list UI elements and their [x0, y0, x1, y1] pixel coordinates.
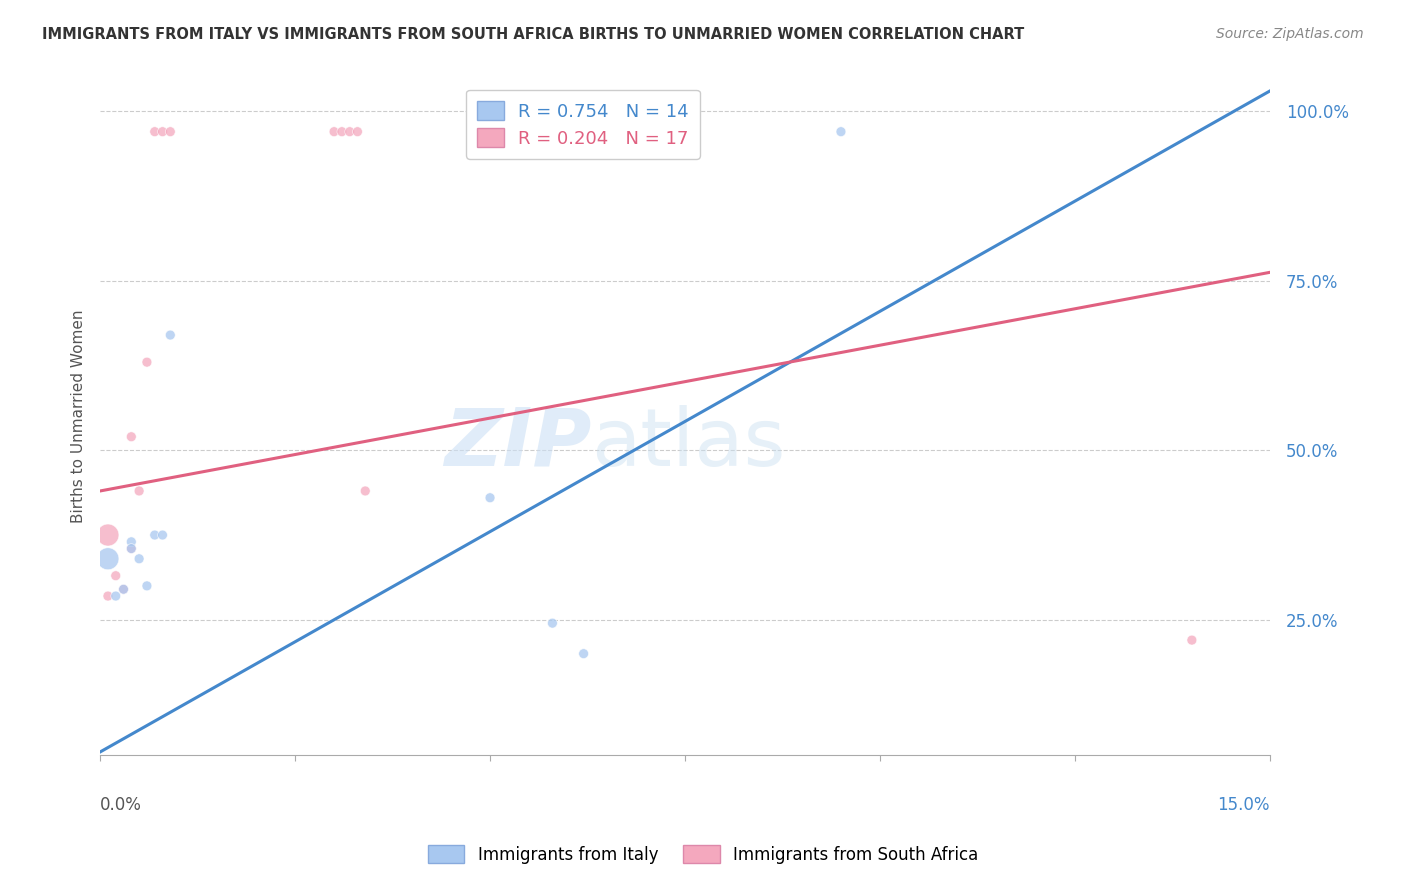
Point [143, 528, 166, 542]
Point [159, 125, 181, 139]
Point [1181, 633, 1204, 648]
Point [159, 328, 181, 343]
Point [479, 491, 502, 505]
Point [143, 125, 166, 139]
Point [323, 125, 346, 139]
Text: Source: ZipAtlas.com: Source: ZipAtlas.com [1216, 27, 1364, 41]
Point [120, 541, 142, 556]
Point [135, 579, 157, 593]
Text: 15.0%: 15.0% [1218, 796, 1270, 814]
Point [120, 534, 142, 549]
Text: ZIP: ZIP [444, 404, 592, 483]
Point [339, 125, 361, 139]
Text: atlas: atlas [592, 404, 786, 483]
Legend: Immigrants from Italy, Immigrants from South Africa: Immigrants from Italy, Immigrants from S… [420, 838, 986, 871]
Point [128, 551, 150, 566]
Point [346, 125, 368, 139]
Text: IMMIGRANTS FROM ITALY VS IMMIGRANTS FROM SOUTH AFRICA BIRTHS TO UNMARRIED WOMEN : IMMIGRANTS FROM ITALY VS IMMIGRANTS FROM… [42, 27, 1025, 42]
Point [541, 616, 564, 631]
Point [152, 528, 174, 542]
Point [120, 430, 142, 444]
Point [97, 551, 120, 566]
Point [112, 582, 135, 597]
Point [97, 589, 120, 603]
Text: 0.0%: 0.0% [100, 796, 142, 814]
Legend: R = 0.754   N = 14, R = 0.204   N = 17: R = 0.754 N = 14, R = 0.204 N = 17 [465, 90, 700, 159]
Point [97, 528, 120, 542]
Point [354, 483, 377, 498]
Point [104, 589, 127, 603]
Point [120, 541, 142, 556]
Point [104, 568, 127, 582]
Point [830, 125, 852, 139]
Point [152, 125, 174, 139]
Y-axis label: Births to Unmarried Women: Births to Unmarried Women [72, 310, 86, 523]
Point [330, 125, 353, 139]
Point [572, 647, 595, 661]
Point [135, 355, 157, 369]
Point [128, 483, 150, 498]
Point [112, 582, 135, 597]
